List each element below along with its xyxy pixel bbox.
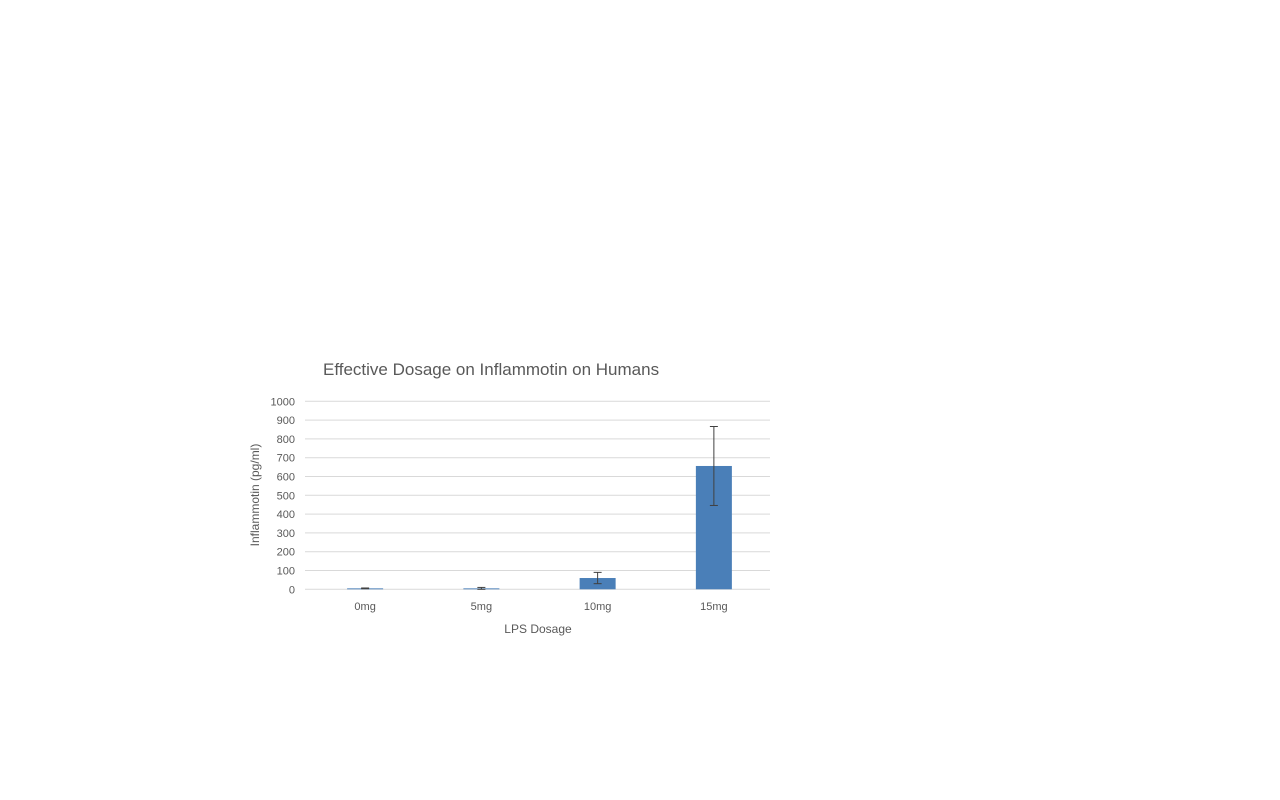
- y-tick-label: 1000: [271, 396, 295, 408]
- error-bar: [477, 586, 486, 590]
- error-bar: [361, 587, 370, 590]
- y-tick-label: 100: [277, 566, 295, 578]
- y-tick-label: 400: [277, 509, 295, 521]
- x-tick-label: 5mg: [471, 601, 492, 613]
- error-bar: [593, 571, 602, 585]
- x-axis-label: LPS Dosage: [504, 622, 572, 636]
- y-tick-label: 200: [277, 547, 295, 559]
- y-tick-label: 500: [277, 490, 295, 502]
- y-tick-label: 700: [277, 453, 295, 465]
- x-tick-label: 15mg: [700, 601, 728, 613]
- error-bar: [709, 425, 718, 506]
- y-tick-label: 900: [277, 415, 295, 427]
- chart-title: Effective Dosage on Inflammotin on Human…: [323, 360, 659, 379]
- y-axis-label: Inflammotin (pg/ml): [248, 444, 262, 547]
- y-tick-label: 800: [277, 434, 295, 446]
- y-tick-label: 0: [289, 584, 295, 596]
- y-tick-label: 600: [277, 472, 295, 484]
- x-tick-label: 10mg: [584, 601, 612, 613]
- x-tick-label: 0mg: [354, 601, 375, 613]
- y-tick-label: 300: [277, 528, 295, 540]
